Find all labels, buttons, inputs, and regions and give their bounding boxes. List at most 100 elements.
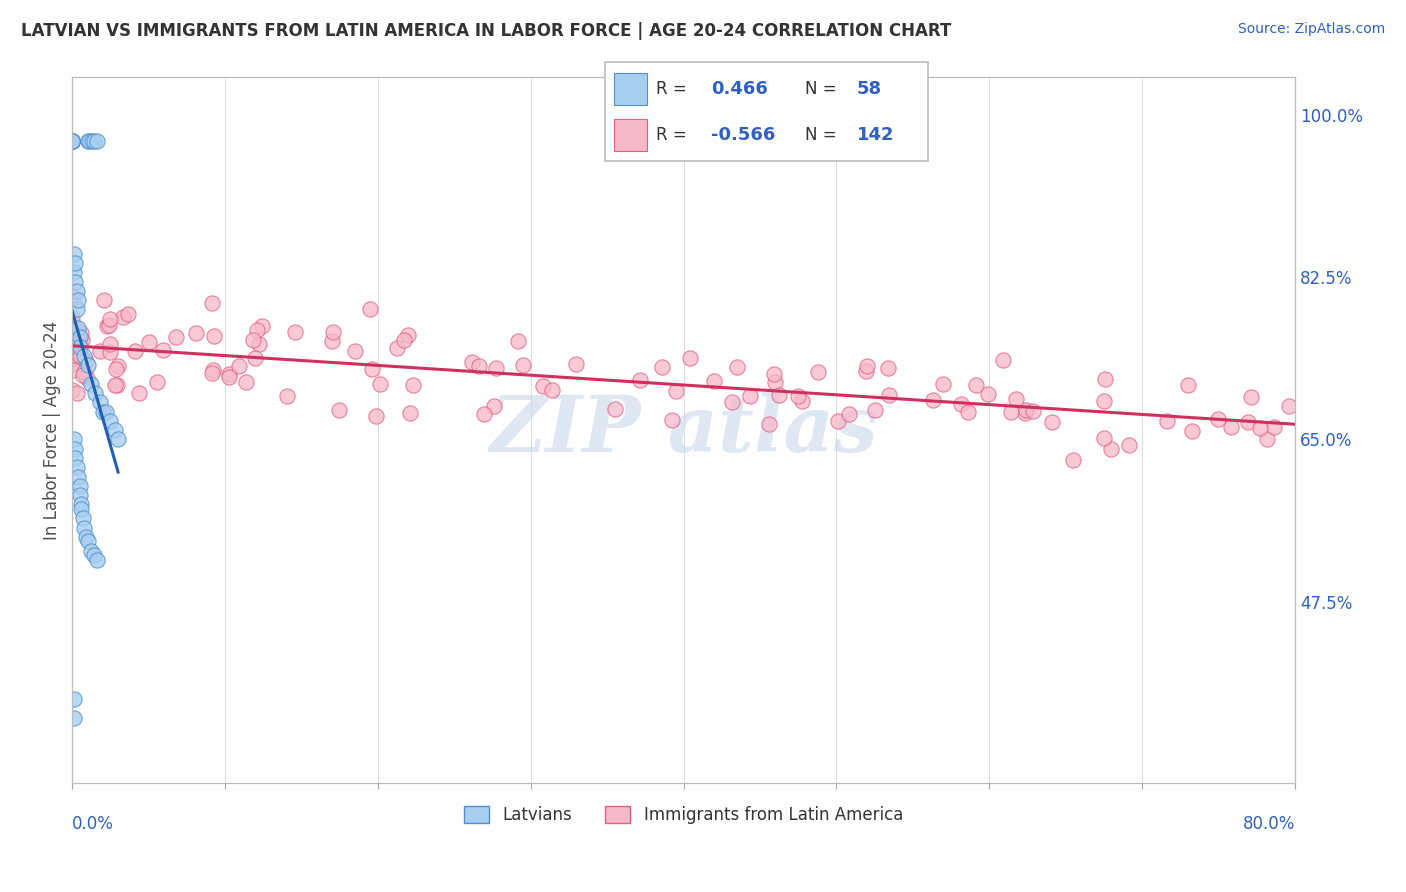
Point (60, 337, 83, 351)
Point (69, 479, 91, 493)
Point (879, 388, 901, 402)
Point (242, 333, 264, 347)
Point (104, 362, 127, 376)
Point (62, 692, 84, 706)
Point (284, 325, 307, 339)
Point (105, 377, 128, 392)
Text: LATVIAN VS IMMIGRANTS FROM LATIN AMERICA IN LABOR FORCE | AGE 20-24 CORRELATION : LATVIAN VS IMMIGRANTS FROM LATIN AMERICA… (21, 22, 952, 40)
Point (62, 346, 84, 360)
Point (128, 386, 150, 401)
Point (76, 534, 98, 549)
Point (62, 363, 84, 377)
Point (70, 497, 93, 511)
Point (565, 357, 588, 371)
Point (394, 333, 416, 347)
Point (763, 368, 786, 382)
Point (62, 265, 84, 279)
Point (60, 135, 83, 149)
Point (67, 321, 90, 335)
Point (921, 393, 943, 408)
Point (152, 343, 174, 358)
Y-axis label: In Labor Force | Age 20-24: In Labor Force | Age 20-24 (44, 320, 60, 540)
Point (107, 359, 129, 374)
Point (86, 135, 108, 149)
Point (62, 344, 84, 359)
Point (60, 135, 83, 149)
Point (965, 378, 987, 392)
Point (62, 246, 84, 260)
Point (703, 374, 725, 388)
Point (1263, 420, 1285, 434)
Point (60, 315, 83, 329)
Point (60, 351, 83, 366)
Point (65, 256, 87, 270)
Point (60, 135, 83, 149)
Point (531, 378, 554, 392)
Point (165, 329, 187, 343)
Point (79, 376, 101, 391)
Point (89, 343, 111, 358)
Text: -0.566: -0.566 (711, 126, 776, 144)
Point (344, 344, 367, 359)
Point (98, 344, 121, 359)
Point (75, 354, 97, 368)
Point (856, 359, 879, 373)
Point (855, 364, 877, 378)
Point (512, 358, 534, 372)
Point (69, 349, 91, 363)
Point (364, 409, 387, 423)
Point (1099, 442, 1122, 457)
Point (77, 135, 100, 149)
Point (82, 135, 104, 149)
Point (359, 301, 381, 316)
Point (62, 433, 84, 447)
Point (60, 332, 83, 346)
Point (321, 334, 343, 348)
Point (66, 460, 89, 475)
Point (60, 135, 83, 149)
Point (89, 395, 111, 409)
Point (79, 543, 101, 558)
Point (69, 330, 91, 344)
Point (876, 360, 898, 375)
Point (83, 549, 105, 563)
Point (60, 334, 83, 349)
Point (60, 310, 83, 324)
Point (725, 359, 748, 374)
Point (100, 414, 122, 428)
Point (111, 310, 134, 324)
Point (201, 296, 224, 310)
Point (98, 337, 121, 351)
Point (484, 400, 506, 414)
Point (60, 135, 83, 149)
Point (73, 520, 96, 534)
Point (651, 359, 673, 374)
Point (218, 367, 240, 381)
Point (250, 318, 273, 333)
Point (62, 345, 84, 359)
Point (76, 370, 98, 384)
Point (1092, 431, 1115, 445)
Point (246, 323, 269, 337)
Point (243, 351, 266, 365)
Text: 0.0%: 0.0% (72, 815, 114, 833)
Point (807, 365, 830, 379)
Text: 0.466: 0.466 (711, 80, 768, 98)
Point (117, 307, 139, 321)
Point (62, 322, 84, 336)
Point (605, 401, 627, 416)
Point (67, 469, 90, 483)
Point (84, 386, 107, 401)
Point (70, 326, 93, 340)
Point (1219, 420, 1241, 434)
Point (72, 511, 94, 525)
Point (146, 375, 169, 389)
Point (1004, 392, 1026, 406)
Point (60, 135, 83, 149)
Point (228, 359, 250, 373)
Point (104, 378, 127, 392)
Text: 142: 142 (856, 126, 894, 144)
Point (1118, 437, 1140, 451)
Point (62, 326, 84, 340)
Point (202, 362, 225, 376)
